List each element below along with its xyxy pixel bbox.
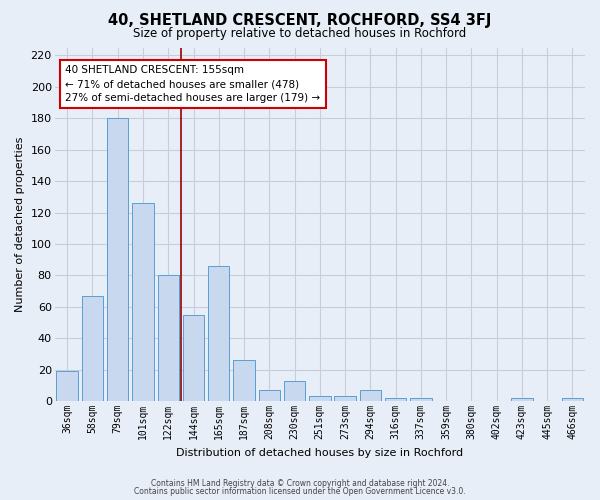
Bar xyxy=(284,380,305,401)
Text: Contains HM Land Registry data © Crown copyright and database right 2024.: Contains HM Land Registry data © Crown c… xyxy=(151,478,449,488)
X-axis label: Distribution of detached houses by size in Rochford: Distribution of detached houses by size … xyxy=(176,448,463,458)
Bar xyxy=(208,266,229,401)
Bar xyxy=(309,396,331,401)
Bar xyxy=(107,118,128,401)
Bar xyxy=(82,296,103,401)
Y-axis label: Number of detached properties: Number of detached properties xyxy=(15,136,25,312)
Bar xyxy=(562,398,583,401)
Text: 40, SHETLAND CRESCENT, ROCHFORD, SS4 3FJ: 40, SHETLAND CRESCENT, ROCHFORD, SS4 3FJ xyxy=(109,12,491,28)
Bar xyxy=(385,398,406,401)
Bar xyxy=(158,276,179,401)
Bar xyxy=(56,372,78,401)
Bar xyxy=(410,398,431,401)
Text: 40 SHETLAND CRESCENT: 155sqm
← 71% of detached houses are smaller (478)
27% of s: 40 SHETLAND CRESCENT: 155sqm ← 71% of de… xyxy=(65,65,320,103)
Bar xyxy=(511,398,533,401)
Bar xyxy=(259,390,280,401)
Bar xyxy=(183,314,204,401)
Bar xyxy=(359,390,381,401)
Bar xyxy=(334,396,356,401)
Bar xyxy=(132,203,154,401)
Bar xyxy=(233,360,255,401)
Text: Size of property relative to detached houses in Rochford: Size of property relative to detached ho… xyxy=(133,28,467,40)
Text: Contains public sector information licensed under the Open Government Licence v3: Contains public sector information licen… xyxy=(134,487,466,496)
